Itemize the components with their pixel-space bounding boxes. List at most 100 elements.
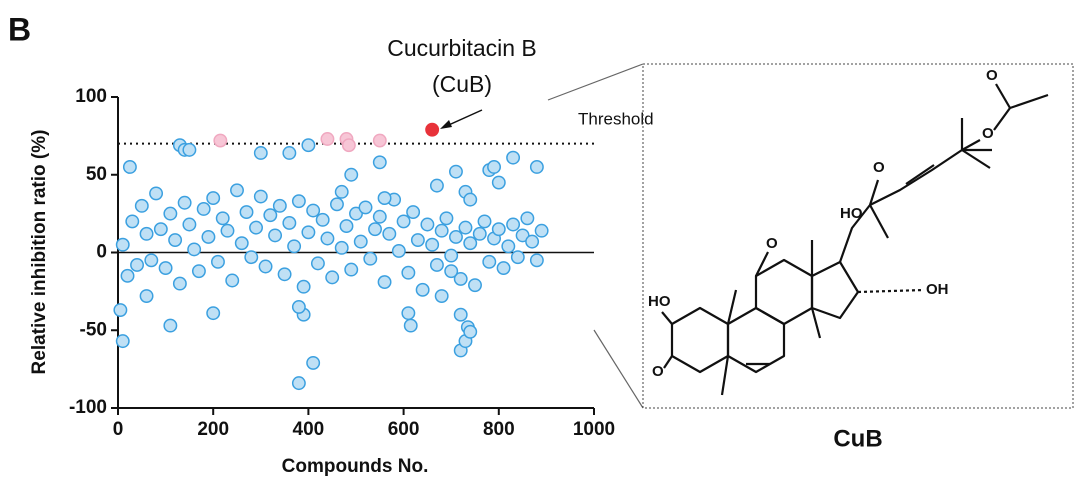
point bbox=[306, 355, 321, 370]
point bbox=[320, 132, 335, 146]
x-tick-label: 1000 bbox=[573, 419, 615, 440]
point bbox=[458, 220, 473, 235]
point bbox=[420, 217, 435, 232]
structure: HO O O HO OH O O O bbox=[648, 67, 1049, 396]
point bbox=[415, 282, 430, 297]
point bbox=[434, 289, 449, 303]
y-tick-label: 0 bbox=[96, 242, 107, 263]
point bbox=[463, 324, 478, 339]
atom-label: O bbox=[766, 235, 778, 252]
x-tick-label: 600 bbox=[388, 419, 420, 440]
point bbox=[206, 306, 221, 321]
annotation-title: Cucurbitacin B bbox=[387, 35, 537, 61]
annotation-subtitle: (CuB) bbox=[432, 71, 492, 97]
bond bbox=[663, 355, 673, 369]
y-tick-label: -100 bbox=[69, 397, 107, 418]
point bbox=[482, 254, 497, 269]
bond bbox=[720, 355, 730, 396]
ring bbox=[810, 260, 860, 320]
point bbox=[406, 205, 421, 220]
point bbox=[401, 265, 416, 280]
point bbox=[410, 233, 425, 248]
point bbox=[501, 239, 516, 254]
point bbox=[391, 243, 406, 258]
point bbox=[358, 200, 373, 215]
bond bbox=[995, 83, 1011, 109]
point bbox=[282, 216, 297, 230]
point bbox=[263, 208, 278, 223]
threshold-label: Threshold bbox=[578, 109, 654, 128]
point bbox=[444, 264, 459, 279]
point bbox=[449, 230, 463, 244]
structure-label: CuB bbox=[833, 425, 882, 452]
point bbox=[396, 214, 411, 229]
x-axis-label: Compounds No. bbox=[282, 456, 429, 477]
atom-label: O bbox=[986, 67, 998, 84]
point bbox=[496, 261, 511, 275]
point bbox=[115, 237, 130, 252]
point bbox=[325, 270, 340, 285]
point bbox=[213, 133, 228, 148]
y-axis-label: Relative inhibition ratio (%) bbox=[29, 130, 50, 375]
point bbox=[491, 222, 506, 237]
bond bbox=[961, 149, 991, 169]
atom-label: O bbox=[873, 159, 885, 176]
point bbox=[291, 376, 306, 391]
ring bbox=[754, 258, 814, 326]
bond bbox=[869, 204, 889, 239]
point bbox=[168, 233, 183, 248]
point bbox=[120, 268, 135, 283]
point bbox=[272, 198, 287, 213]
atom-label: HO bbox=[840, 205, 863, 222]
point bbox=[113, 303, 128, 317]
point bbox=[220, 223, 235, 238]
point bbox=[277, 267, 292, 282]
point bbox=[258, 259, 273, 274]
point bbox=[287, 239, 302, 254]
point bbox=[334, 240, 349, 255]
point bbox=[353, 234, 368, 249]
point bbox=[468, 278, 482, 293]
point bbox=[372, 155, 387, 170]
point bbox=[425, 237, 440, 252]
point bbox=[296, 279, 311, 294]
point bbox=[163, 206, 178, 221]
arrow-head bbox=[440, 120, 452, 129]
point bbox=[201, 230, 216, 244]
point bbox=[453, 307, 468, 322]
point bbox=[130, 257, 144, 272]
point bbox=[534, 223, 549, 238]
atom-label: OH bbox=[926, 281, 949, 298]
zoom-line bbox=[547, 63, 644, 101]
point bbox=[320, 231, 335, 246]
point bbox=[268, 228, 283, 243]
point bbox=[330, 197, 344, 212]
point bbox=[439, 211, 454, 226]
point bbox=[349, 206, 363, 221]
point bbox=[139, 226, 154, 241]
point bbox=[230, 183, 244, 198]
point bbox=[372, 209, 387, 224]
point bbox=[529, 253, 544, 268]
point bbox=[239, 205, 254, 220]
bond bbox=[838, 179, 880, 263]
point bbox=[403, 318, 418, 333]
x-tick-label: 400 bbox=[293, 419, 325, 440]
point bbox=[525, 234, 540, 249]
point bbox=[153, 222, 168, 237]
point bbox=[463, 192, 478, 207]
y-tick-label: -50 bbox=[80, 319, 107, 340]
point bbox=[506, 217, 521, 232]
ring bbox=[670, 306, 730, 374]
point bbox=[253, 189, 268, 204]
y-tick-label: 100 bbox=[75, 86, 107, 107]
point bbox=[449, 164, 463, 179]
point bbox=[429, 257, 444, 272]
point bbox=[249, 220, 263, 235]
point bbox=[372, 133, 387, 148]
atom-label: HO bbox=[648, 293, 671, 310]
bond bbox=[905, 164, 935, 185]
point bbox=[291, 194, 306, 209]
point bbox=[206, 191, 221, 206]
